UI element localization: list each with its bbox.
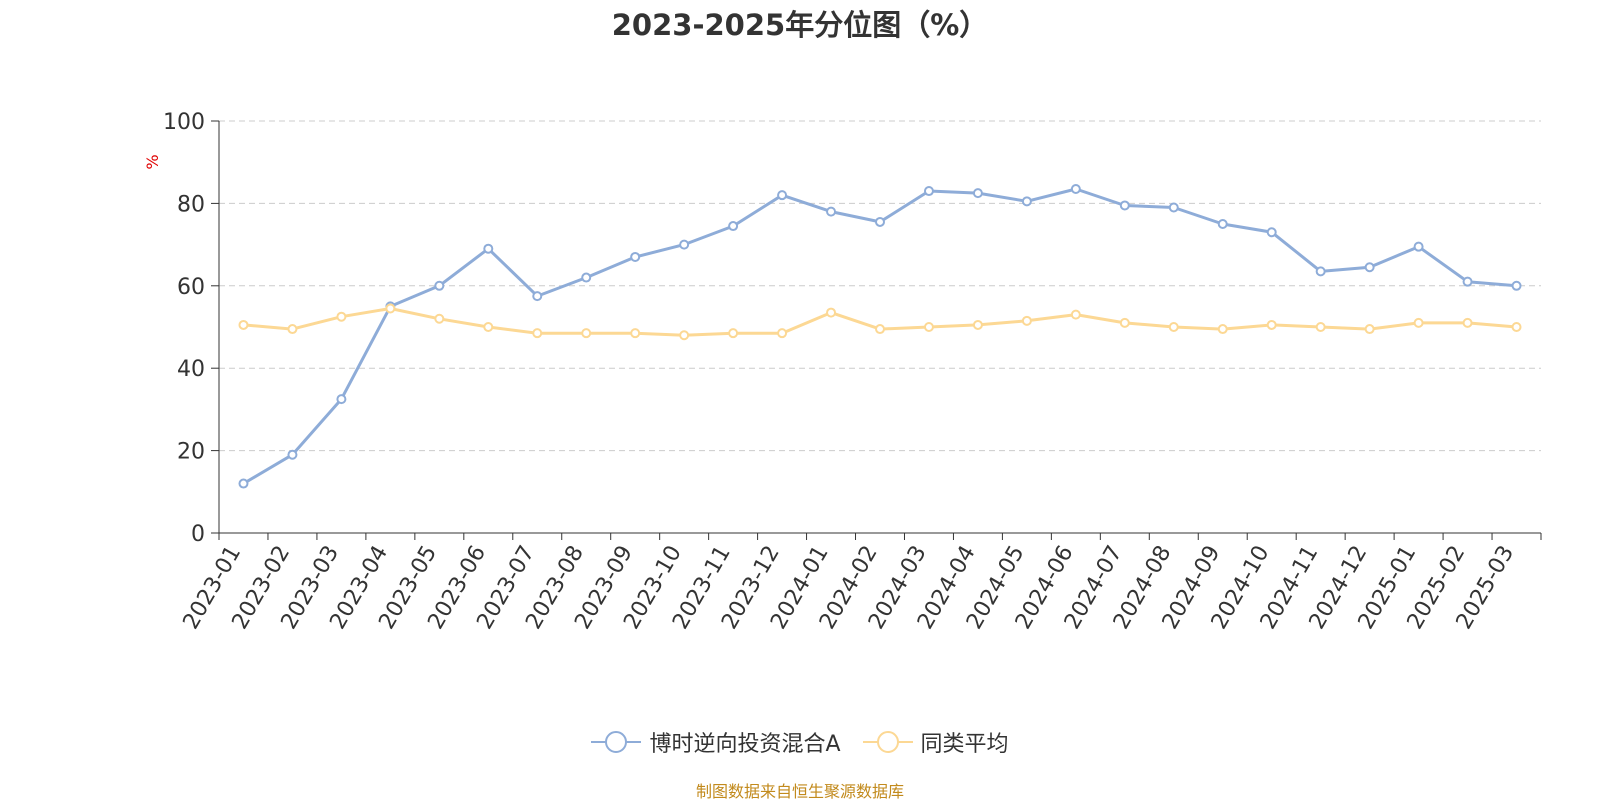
series-1-point [385,303,396,314]
series-1-point [287,324,298,335]
y-tick-label: 20 [177,440,205,465]
chart-title: 2023-2025年分位图（%） [611,8,989,42]
series-1-point [434,313,445,324]
series-1-point [1511,322,1522,332]
series-0-point [972,188,983,199]
series-1-point [728,328,739,339]
legend: 博时逆向投资混合A 同类平均 [0,722,1600,762]
series-1-point [1168,322,1179,332]
series-line-0 [242,187,1517,485]
series-0-point [238,478,249,489]
y-tick-label: 0 [191,522,205,547]
series-lines [242,187,1517,485]
series-1-point [777,328,788,339]
series-0-point [1021,196,1032,207]
series-0-point [728,221,739,232]
y-tick-label: 40 [177,357,205,382]
series-1-point [483,322,494,332]
y-tick-label: 100 [163,110,205,135]
series-1-point [238,319,249,330]
series-0-point [1364,262,1375,273]
series-0-point [1070,183,1081,194]
series-1-point [972,319,983,330]
series-0-point [1511,280,1522,291]
series-0-point [1168,202,1179,213]
y-tick-label: 80 [177,192,205,217]
y-tick-label: 60 [177,275,205,300]
series-1-point [336,311,347,322]
series-1-point [875,324,885,335]
series-1-point [1364,324,1375,335]
series-0-point [581,272,592,283]
series-1-point [826,307,837,318]
series-0-point [532,291,543,302]
legend-label-0: 博时逆向投资混合A [649,732,841,757]
series-1-point [1315,322,1326,332]
series-0-point [1315,266,1326,277]
legend-item-series-1[interactable]: 同类平均 [862,726,1009,758]
series-0-point [1413,241,1424,252]
series-1-point [923,322,934,332]
series-0-point [1119,200,1130,211]
series-0-point [483,243,494,254]
series-1-point [630,328,641,339]
series-0-point [826,206,837,217]
y-axis: 0 20 40 60 80 100 [163,110,220,547]
legend-marker-1 [862,731,913,753]
series-1-point [1462,317,1473,328]
series-1-point [1070,309,1081,320]
series-1-point [1119,317,1130,328]
legend-label-1: 同类平均 [920,732,1009,757]
series-0-point [875,216,885,227]
series-1-point [1217,324,1228,335]
series-0-point [777,190,788,201]
series-1-point [1266,319,1277,330]
y-axis-label: % [143,154,162,169]
series-1-point [679,330,690,341]
series-0-point [434,280,445,291]
series-0-point [1462,276,1473,287]
series-1-point [1021,315,1032,326]
series-0-point [1266,227,1277,238]
series-points [238,183,1522,489]
x-axis: 2023-012023-022023-032023-042023-052023-… [179,532,1542,634]
series-1-point [532,328,543,339]
series-1-point [1413,317,1424,328]
source-note: 制图数据来自恒生聚源数据库 [695,782,904,801]
grid-lines [219,120,1541,452]
series-1-point [581,328,592,339]
series-0-point [336,394,347,405]
legend-item-series-0[interactable]: 博时逆向投资混合A [591,726,841,758]
series-0-point [630,251,641,262]
series-0-point [1217,219,1228,229]
legend-marker-0 [591,731,642,753]
series-0-point [679,239,690,250]
series-0-point [923,186,934,197]
series-0-point [287,449,298,460]
